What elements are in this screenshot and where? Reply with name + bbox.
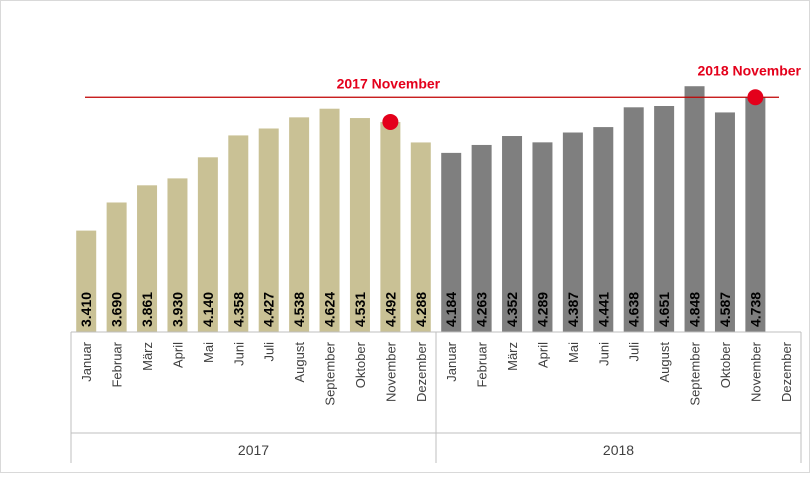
value-labels-layer: 3.410 3.690 3.861 3.930 4.140 4.358 4.427 4.538… [78, 292, 763, 327]
annotations-layer: 2017 November 2018 November [337, 62, 802, 130]
month-label-2018-august: August [657, 342, 672, 383]
month-label-2017-oktober: Oktober [353, 341, 368, 388]
annotation-label-2017: 2017 November [337, 75, 441, 91]
bar-2017-september [319, 108, 340, 332]
month-label-2018-februar: Februar [475, 341, 490, 387]
bar-2018-januar [441, 152, 462, 332]
value-label-2017-august: 4.538 [291, 292, 307, 327]
annotation-marker-2018 [747, 89, 764, 106]
value-label-2017-april: 3.930 [169, 292, 185, 327]
bar-2018-februar [471, 144, 492, 332]
value-label-2018-mai: 4.387 [565, 292, 581, 327]
annotation-marker-2017 [382, 113, 399, 130]
category-axis: Januar Februar März April Mai Juni Juli August S… [70, 331, 802, 463]
month-label-2017-august: August [292, 342, 307, 383]
bar-2018-juni [593, 127, 614, 332]
month-label-2018-juni: Juni [596, 342, 611, 366]
value-label-2018-januar: 4.184 [443, 292, 459, 327]
value-label-2017-februar: 3.690 [109, 292, 125, 327]
month-label-2017-januar: Januar [79, 341, 94, 381]
month-label-2018-juli: Juli [627, 342, 642, 362]
bar-2017-august [289, 117, 310, 332]
value-label-2017-november: 4.492 [382, 292, 398, 327]
bar-2017-mai [197, 157, 218, 332]
value-label-2017-juni: 4.358 [230, 292, 246, 327]
annotation-label-2018: 2018 November [697, 62, 801, 78]
value-label-2018-juni: 4.441 [595, 292, 611, 327]
month-label-2017-juni: Juni [231, 342, 246, 366]
bar-2018-märz [502, 136, 523, 332]
bar-2017-oktober [349, 118, 370, 332]
value-label-2018-oktober: 4.587 [717, 292, 733, 327]
bar-2018-oktober [714, 112, 735, 332]
bar-2017-juni [228, 135, 249, 332]
month-label-2017-april: April [170, 342, 185, 368]
month-label-2018-dezember: Dezember [779, 341, 794, 402]
bar-2018-august [654, 105, 675, 332]
value-label-2018-november: 4.738 [747, 292, 763, 327]
value-label-2018-august: 4.651 [656, 292, 672, 327]
month-label-2018-september: September [688, 341, 703, 405]
month-label-2018-januar: Januar [444, 341, 459, 381]
bar-2017-juli [258, 128, 279, 332]
value-label-2018-februar: 4.263 [474, 292, 490, 327]
month-label-2017-juli: Juli [262, 342, 277, 362]
bar-2017-dezember [410, 142, 431, 332]
bar-2018-juli [623, 107, 644, 332]
value-label-2018-juli: 4.638 [626, 292, 642, 327]
value-label-2017-oktober: 4.531 [352, 292, 368, 327]
month-label-2017-dezember: Dezember [414, 341, 429, 402]
value-label-2018-september: 4.848 [687, 292, 703, 327]
value-label-2017-mai: 4.140 [200, 292, 216, 327]
month-label-2017-februar: Februar [110, 341, 125, 387]
month-label-2018-november: November [748, 341, 763, 402]
month-label-2018-oktober: Oktober [718, 341, 733, 388]
value-label-2017-märz: 3.861 [139, 292, 155, 327]
value-label-2017-september: 4.624 [322, 292, 338, 327]
bars-layer [76, 86, 766, 333]
year-label-2017: 2017 [238, 442, 269, 458]
month-label-2017-märz: März [140, 342, 155, 371]
bar-2018-mai [562, 132, 583, 332]
value-label-2017-januar: 3.410 [78, 292, 94, 327]
month-label-2017-november: November [383, 341, 398, 402]
value-label-2017-dezember: 4.288 [413, 292, 429, 327]
value-label-2018-april: 4.289 [534, 292, 550, 327]
bar-2018-april [532, 142, 553, 332]
month-label-2018-mai: Mai [566, 342, 581, 363]
month-label-2017-mai: Mai [201, 342, 216, 363]
value-label-2018-märz: 4.352 [504, 292, 520, 327]
year-label-2018: 2018 [603, 442, 634, 458]
value-label-2017-juli: 4.427 [261, 292, 277, 327]
bar-2017-april [167, 178, 188, 332]
bar-2017-november [380, 121, 401, 333]
bar-2017-januar [76, 230, 97, 332]
month-label-2017-september: September [323, 341, 338, 405]
bar-2017-märz [137, 185, 158, 332]
month-label-2018-april: April [535, 342, 550, 368]
bar-2017-februar [106, 202, 127, 332]
bar-2018-september [684, 86, 705, 333]
bar-2018-november [745, 97, 766, 332]
month-label-2018-märz: März [505, 342, 520, 371]
